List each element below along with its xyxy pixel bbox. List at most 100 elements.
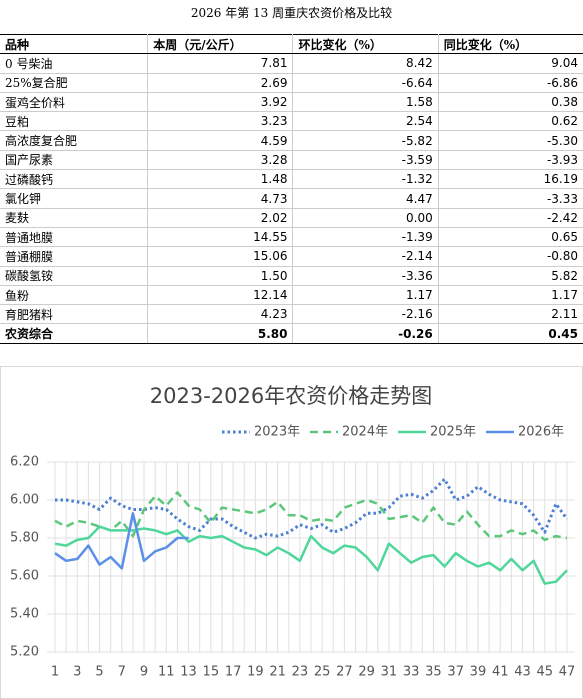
x-tick-label: 31 — [381, 665, 398, 680]
x-tick-label: 21 — [269, 665, 286, 680]
table-row: 品种 本周（元/公斤） 环比变化（%） 同比变化（%） — [0, 33, 583, 55]
table-cell: 0.38 — [438, 92, 583, 113]
table-cell: -3.33 — [438, 188, 583, 209]
table-cell: 高浓度复合肥 — [0, 130, 149, 151]
table-cell: 麦麸 — [0, 208, 149, 228]
legend-label: 2026年 — [518, 425, 564, 440]
table-cell: -3.93 — [438, 150, 583, 171]
table-cell: -0.80 — [438, 246, 583, 267]
x-tick-label: 11 — [158, 665, 175, 680]
chart-border — [0, 366, 583, 699]
table-row: 过磷酸钙 1.48 -1.32 16.19 — [0, 169, 583, 190]
table-cell: 4.59 — [147, 130, 294, 151]
series-line — [54, 512, 189, 570]
table-cell: 3.28 — [147, 150, 294, 171]
table-cell: 0.45 — [438, 323, 583, 344]
x-tick-label: 7 — [118, 665, 126, 680]
x-tick-label: 23 — [292, 665, 309, 680]
table-cell: -2.42 — [438, 208, 583, 228]
table-cell: -6.64 — [292, 73, 439, 93]
table-cell: -2.16 — [292, 304, 439, 325]
table-cell: 本周（元/公斤） — [147, 33, 294, 55]
table-cell: 15.06 — [147, 246, 294, 267]
x-tick-label: 5 — [95, 665, 103, 680]
table-row: 普通地膜 14.55 -1.39 0.65 — [0, 227, 583, 248]
table-cell: 1.58 — [292, 92, 439, 113]
legend-label: 2025年 — [430, 425, 476, 440]
x-tick-label: 47 — [559, 665, 576, 680]
y-tick-label: 6.00 — [10, 493, 39, 508]
table-cell: 农资综合 — [0, 323, 149, 344]
table-cell: 16.19 — [438, 169, 583, 190]
x-tick-label: 43 — [514, 665, 531, 680]
table-cell: 5.80 — [147, 323, 294, 344]
table-row: 豆粕 3.23 2.54 0.62 — [0, 111, 583, 132]
table-cell: 氯化钾 — [0, 188, 149, 209]
table-cell: -3.36 — [292, 266, 439, 286]
table-row: 鱼粉 12.14 1.17 1.17 — [0, 285, 583, 306]
x-tick-label: 33 — [403, 665, 420, 680]
table-row: 农资综合 5.80 -0.26 0.45 — [0, 323, 583, 344]
table-cell: -0.26 — [292, 323, 439, 344]
table-cell: 12.14 — [147, 285, 294, 306]
table-cell: 9.04 — [438, 53, 583, 74]
table-row: 麦麸 2.02 0.00 -2.42 — [0, 208, 583, 228]
table-title: 2026 年第 13 周重庆农资价格及比较 — [190, 6, 393, 20]
chart-title: 2023-2026年农资价格走势图 — [150, 384, 432, 408]
table-cell: 5.82 — [438, 266, 583, 286]
table-cell: 0 号柴油 — [0, 53, 149, 74]
table-cell: 4.23 — [147, 304, 294, 325]
table-cell: 1.17 — [438, 285, 583, 306]
table-cell: 8.42 — [292, 53, 439, 74]
table-cell: 品种 — [0, 33, 149, 55]
table-row: 国产尿素 3.28 -3.59 -3.93 — [0, 150, 583, 171]
table-row: 氯化钾 4.73 4.47 -3.33 — [0, 188, 583, 209]
table-cell: 过磷酸钙 — [0, 169, 149, 190]
table-cell: 4.47 — [292, 188, 439, 209]
table-cell: 7.81 — [147, 53, 294, 74]
table-cell: 2.54 — [292, 111, 439, 132]
x-tick-label: 41 — [492, 665, 509, 680]
series-line — [55, 477, 569, 540]
table-cell: 3.23 — [147, 111, 294, 132]
table-cell: 0.00 — [292, 208, 439, 228]
table-cell: -2.14 — [292, 246, 439, 267]
table-cell: 鱼粉 — [0, 285, 149, 306]
x-tick-label: 39 — [470, 665, 487, 680]
series-line — [54, 525, 568, 585]
table-cell: 国产尿素 — [0, 150, 149, 171]
x-tick-label: 25 — [314, 665, 331, 680]
table-cell: 2.69 — [147, 73, 294, 93]
table-cell: 同比变化（%） — [438, 33, 583, 55]
table-cell: 4.73 — [147, 188, 294, 209]
table-row: 高浓度复合肥 4.59 -5.82 -5.30 — [0, 130, 583, 151]
x-tick-label: 45 — [536, 665, 553, 680]
table-cell: 碳酸氢铵 — [0, 266, 149, 286]
table-row: 碳酸氢铵 1.50 -3.36 5.82 — [0, 266, 583, 286]
x-tick-label: 19 — [247, 665, 264, 680]
table-cell: 育肥猪料 — [0, 304, 149, 325]
table-row: 0 号柴油 7.81 8.42 9.04 — [0, 53, 583, 74]
y-tick-label: 5.20 — [10, 645, 39, 660]
price-table: 品种 本周（元/公斤） 环比变化（%） 同比变化（%） 0 号柴油 7.81 8.42 9.0… — [0, 33, 583, 344]
table-row: 蛋鸡全价料 3.92 1.58 0.38 — [0, 92, 583, 113]
table-cell: 14.55 — [147, 227, 294, 248]
x-tick-label: 35 — [425, 665, 442, 680]
table-cell: 0.65 — [438, 227, 583, 248]
table-cell: 0.62 — [438, 111, 583, 132]
table-cell: 3.92 — [147, 92, 294, 113]
y-tick-label: 5.60 — [10, 569, 39, 584]
legend-label: 2023年 — [254, 425, 300, 440]
legend-label: 2024年 — [342, 425, 388, 440]
table-cell: 蛋鸡全价料 — [0, 92, 149, 113]
table-cell: 2.11 — [438, 304, 583, 325]
table-cell: 普通棚膜 — [0, 246, 149, 267]
table-row: 普通棚膜 15.06 -2.14 -0.80 — [0, 246, 583, 267]
x-tick-label: 29 — [358, 665, 375, 680]
table-cell: 环比变化（%） — [292, 33, 439, 55]
table-cell: -5.82 — [292, 130, 439, 151]
y-tick-label: 5.80 — [10, 531, 39, 546]
table-cell: -1.39 — [292, 227, 439, 248]
table-cell: 2.02 — [147, 208, 294, 228]
x-tick-label: 37 — [447, 665, 464, 680]
